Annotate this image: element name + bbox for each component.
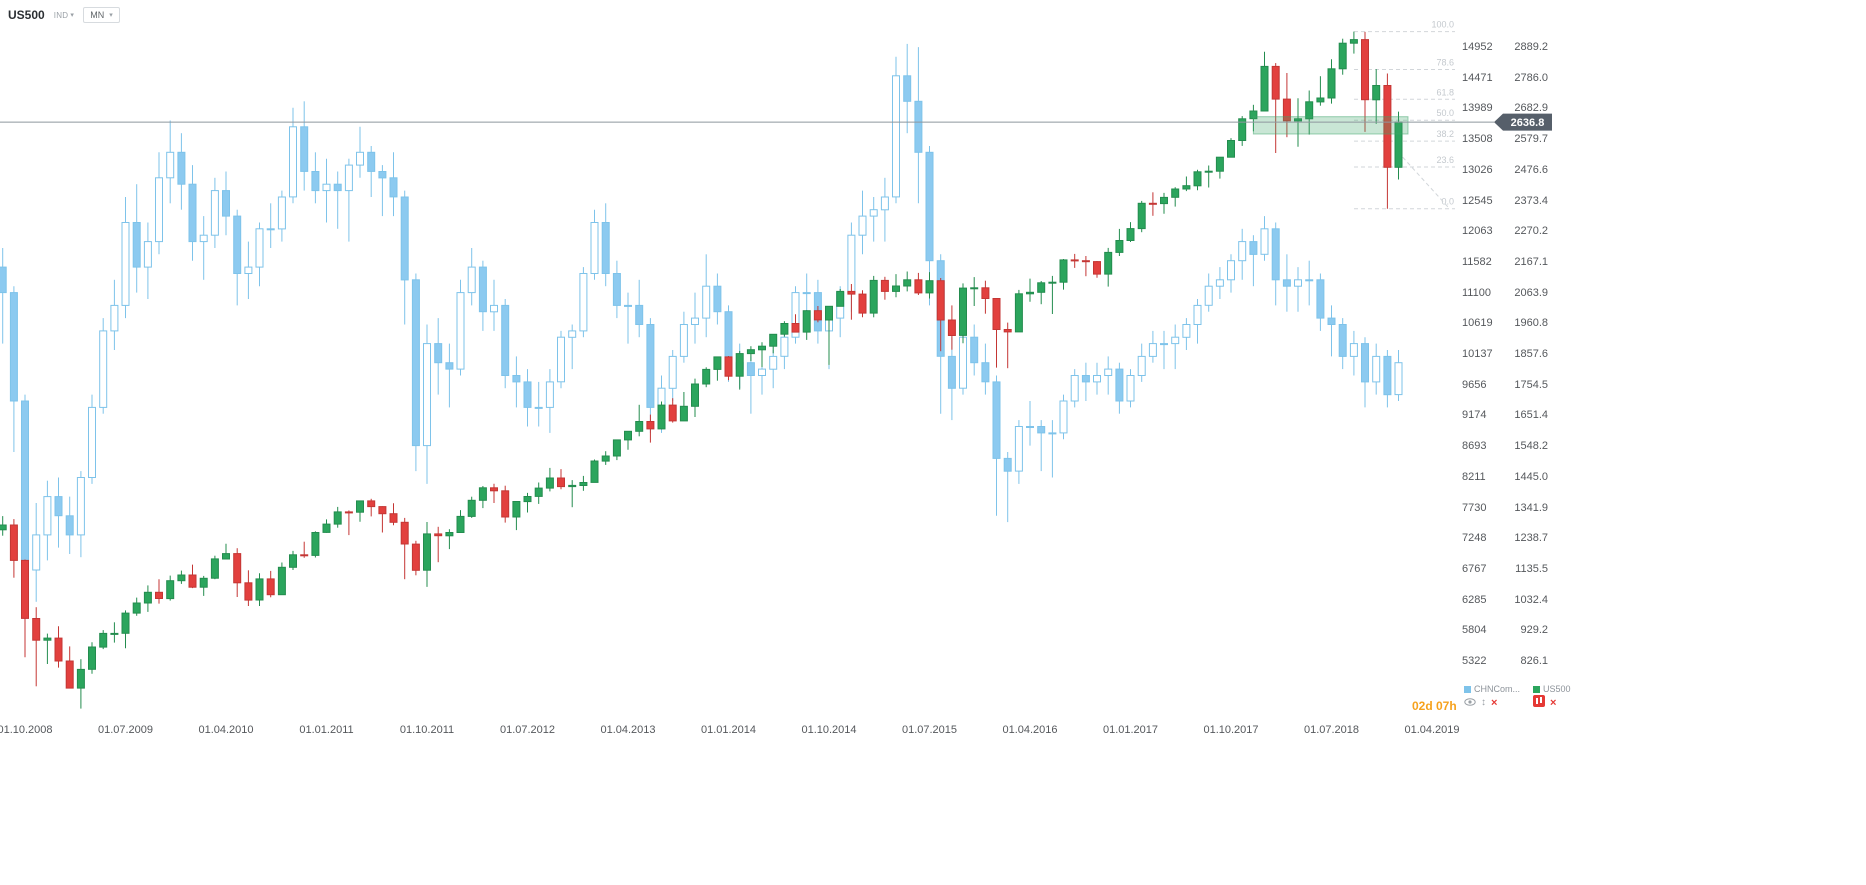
time-tick: 01.10.2008 [0, 724, 53, 736]
price-tick-chncomp: 5804 [1462, 624, 1487, 637]
price-tick-us500: 1238.7 [1514, 532, 1548, 545]
time-tick: 01.07.2018 [1303, 724, 1360, 736]
price-tick-chncomp: 13989 [1462, 102, 1493, 115]
legend-series-row[interactable]: US500 [1533, 684, 1571, 694]
price-zone[interactable] [1252, 116, 1409, 135]
fib-extension-line [1397, 151, 1449, 208]
price-tick-us500: 2579.7 [1514, 133, 1548, 146]
price-tick-chncomp: 12063 [1462, 225, 1493, 238]
time-tick: 01.01.2017 [1102, 724, 1159, 736]
time-tick: 01.01.2011 [299, 724, 354, 736]
instrument-type-label: IND [53, 10, 69, 20]
price-tick-us500: 1548.2 [1514, 440, 1548, 453]
price-tick-chncomp: 9656 [1462, 378, 1487, 391]
price-tick-us500: 2270.2 [1514, 225, 1548, 238]
fib-level-label: 38.2 [1436, 129, 1454, 139]
price-tick-chncomp: 13508 [1462, 133, 1493, 146]
price-tick-chncomp: 6285 [1462, 593, 1487, 606]
price-tick-us500: 929.2 [1520, 624, 1548, 637]
fib-level-label: 50.0 [1436, 108, 1454, 118]
symbol-label[interactable]: US500 [8, 8, 45, 22]
price-tick-chncomp: 5322 [1462, 655, 1487, 667]
time-tick: 01.04.2016 [1002, 724, 1058, 736]
price-tick-us500: 1651.4 [1514, 409, 1548, 422]
scale-adjust-icon[interactable]: ↕ [1481, 697, 1486, 708]
candle-countdown: 02d 07h [1412, 699, 1457, 713]
series-name: US500 [1543, 684, 1571, 694]
price-tick-us500: 2889.2 [1514, 41, 1548, 53]
price-tick-chncomp: 11582 [1462, 255, 1492, 268]
fib-level-label: 61.8 [1436, 87, 1454, 97]
legend-controls: × [1533, 694, 1571, 712]
price-tick-us500: 2063.9 [1514, 286, 1548, 299]
price-tick-chncomp: 12545 [1462, 194, 1493, 207]
price-tick-chncomp: 7730 [1462, 501, 1487, 514]
price-tick-us500: 2167.1 [1514, 255, 1548, 268]
price-tick-us500: 1032.4 [1514, 593, 1548, 606]
time-tick: 01.10.2017 [1203, 724, 1259, 736]
time-tick: 01.04.2019 [1404, 724, 1460, 736]
time-tick: 01.01.2014 [700, 724, 757, 736]
timeframe-dropdown[interactable]: MN ▾ [83, 7, 120, 23]
price-tick-chncomp: 14471 [1462, 71, 1493, 84]
chncomp-candles [0, 43, 1403, 644]
fib-level-label: 100.0 [1431, 20, 1454, 30]
price-tick-us500: 2373.4 [1514, 194, 1548, 207]
remove-chart-icon[interactable]: × [1550, 697, 1557, 709]
us500-candles [0, 31, 1403, 709]
price-tick-chncomp: 8211 [1462, 470, 1486, 483]
time-tick: 01.10.2011 [399, 724, 455, 736]
legend-controls: ↕ × [1464, 697, 1520, 709]
time-tick: 01.07.2009 [97, 724, 154, 736]
candlestick-style-icon[interactable] [1533, 694, 1546, 712]
price-tick-us500: 1960.8 [1514, 317, 1548, 330]
visibility-eye-icon[interactable] [1464, 694, 1476, 712]
price-tick-chncomp: 6767 [1462, 562, 1487, 575]
chart-legend: CHNCom... ↕ × US500 × [1464, 684, 1571, 709]
current-price-tag: 2636.8 [1494, 113, 1552, 131]
chevron-down-icon: ▾ [109, 12, 113, 19]
price-tick-us500: 1857.6 [1514, 348, 1548, 360]
price-tick-chncomp: 8693 [1462, 440, 1487, 453]
time-tick: 01.04.2013 [600, 724, 656, 736]
price-tick-us500: 1135.5 [1515, 562, 1548, 575]
legend-series-row[interactable]: CHNCom... [1464, 684, 1520, 694]
chart-header: US500 IND ▾ MN ▾ [8, 7, 120, 23]
legend-item-chncomp: CHNCom... ↕ × [1464, 684, 1520, 709]
price-tick-us500: 2476.6 [1514, 163, 1548, 176]
price-tick-chncomp: 9174 [1462, 409, 1487, 422]
fib-level-label: 0.0 [1441, 197, 1454, 207]
time-tick: 01.07.2012 [499, 724, 556, 736]
price-tick-chncomp: 10619 [1462, 317, 1493, 330]
time-tick: 01.10.2014 [801, 724, 857, 736]
price-tick-us500: 1341.9 [1514, 501, 1548, 514]
timeframe-label: MN [90, 10, 105, 20]
price-tick-chncomp: 10137 [1462, 348, 1493, 360]
legend-item-us500: US500 × [1533, 684, 1571, 709]
price-tick-us500: 826.1 [1520, 655, 1548, 667]
fib-level-label: 23.6 [1436, 155, 1454, 165]
price-tick-us500: 2682.9 [1514, 102, 1548, 115]
price-tick-chncomp: 13026 [1462, 163, 1493, 176]
price-tick-us500: 1445.0 [1514, 470, 1548, 483]
price-tick-us500: 1754.5 [1514, 378, 1548, 391]
price-tick-chncomp: 7248 [1462, 532, 1487, 545]
current-price-value: 2636.8 [1511, 117, 1545, 129]
instrument-type-dropdown[interactable]: IND ▾ [54, 11, 75, 20]
series-color-swatch [1464, 685, 1471, 693]
time-tick: 01.04.2010 [198, 724, 254, 736]
series-color-swatch [1533, 685, 1541, 693]
price-tick-chncomp: 14952 [1462, 41, 1493, 53]
price-tick-chncomp: 11100 [1462, 286, 1491, 299]
series-name: CHNCom... [1474, 684, 1521, 694]
remove-overlay-icon[interactable]: × [1491, 697, 1498, 709]
time-tick: 01.07.2015 [901, 724, 958, 736]
fibonacci-retracement[interactable]: 100.0 78.6 61.8 50.0 38.2 23.6 0.0 [1354, 20, 1455, 210]
price-tick-us500: 2786.0 [1514, 71, 1548, 84]
fib-level-label: 78.6 [1436, 58, 1454, 68]
chevron-down-icon: ▾ [70, 12, 75, 19]
